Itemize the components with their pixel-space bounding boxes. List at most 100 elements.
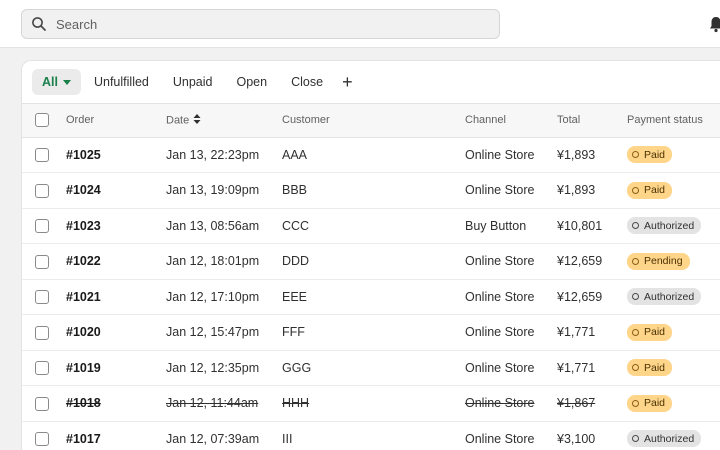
tab-close[interactable]: Close	[291, 75, 324, 89]
status-dot-icon	[632, 399, 639, 407]
row-checkbox[interactable]	[35, 148, 49, 163]
order-date: Jan 12, 12:35pm	[166, 360, 260, 375]
row-checkbox[interactable]	[35, 432, 49, 447]
order-total: ¥12,659	[557, 254, 603, 269]
order-number[interactable]: #1019	[66, 360, 101, 375]
row-checkbox[interactable]	[35, 361, 49, 376]
column-total[interactable]: Total	[557, 114, 581, 127]
caret-down-icon	[62, 79, 71, 85]
table-row[interactable]: #1022 Jan 12, 18:01pm DDD Online Store ¥12,6…	[22, 244, 720, 279]
table-row[interactable]: #1024 Jan 13, 19:09pm BBB Online Store ¥1,89…	[22, 173, 720, 208]
order-number[interactable]: #1024	[66, 183, 101, 198]
payment-status-label: Paid	[644, 361, 666, 374]
table-row[interactable]: #1020 Jan 12, 15:47pm FFF Online Store ¥1,77…	[22, 315, 720, 350]
order-number[interactable]: #1021	[66, 289, 101, 304]
order-total: ¥3,100	[557, 431, 596, 446]
payment-status-badge: Paid	[627, 181, 673, 199]
order-total: ¥1,893	[557, 183, 596, 198]
order-channel: Online Store	[465, 289, 535, 304]
table-row[interactable]: #1019 Jan 12, 12:35pm GGG Online Store ¥1,77…	[22, 350, 720, 386]
order-channel: Buy Button	[465, 218, 527, 233]
order-total: ¥1,771	[557, 325, 596, 340]
order-customer: EEE	[282, 289, 308, 304]
table-row[interactable]: #1021 Jan 12, 17:10pm EEE Online Store ¥12,6…	[22, 279, 720, 315]
select-all-checkbox[interactable]	[35, 113, 49, 128]
payment-status-label: Paid	[644, 397, 666, 410]
order-number[interactable]: #1023	[66, 218, 101, 233]
order-total: ¥1,771	[557, 360, 596, 375]
payment-status-badge: Authorized	[627, 288, 702, 306]
payment-status-badge: Authorized	[627, 430, 702, 448]
order-channel: Online Store	[465, 183, 535, 198]
order-channel: Online Store	[465, 396, 535, 411]
order-channel: Online Store	[465, 431, 535, 446]
row-checkbox[interactable]	[35, 254, 49, 269]
order-date: Jan 12, 15:47pm	[166, 325, 260, 340]
tab-open[interactable]: Open	[236, 75, 268, 89]
order-date: Jan 12, 07:39am	[166, 431, 260, 446]
status-dot-icon	[632, 293, 639, 301]
status-dot-icon	[632, 186, 639, 194]
table-row[interactable]: #1023 Jan 13, 08:56am CCC Buy Button ¥10,801…	[22, 208, 720, 244]
order-number[interactable]: #1018	[66, 396, 101, 411]
order-customer: III	[282, 431, 293, 446]
order-channel: Online Store	[465, 325, 535, 340]
column-payment-status[interactable]: Payment status	[627, 114, 703, 127]
order-number[interactable]: #1025	[66, 147, 101, 162]
tab-label: All	[42, 75, 58, 89]
column-channel[interactable]: Channel	[465, 114, 506, 127]
search-input[interactable]: Search	[56, 16, 98, 32]
payment-status-badge: Pending	[627, 252, 690, 270]
payment-status-badge: Paid	[627, 323, 673, 341]
row-checkbox[interactable]	[35, 183, 49, 198]
order-total: ¥1,893	[557, 147, 596, 162]
order-customer: FFF	[282, 325, 305, 340]
order-customer: DDD	[282, 254, 310, 269]
bell-icon[interactable]	[707, 15, 720, 33]
order-total: ¥1,867	[557, 396, 596, 411]
column-order[interactable]: Order	[66, 114, 95, 127]
payment-status-label: Paid	[644, 148, 666, 161]
payment-status-label: Authorized	[644, 290, 695, 303]
row-checkbox[interactable]	[35, 325, 49, 340]
sort-icon[interactable]	[193, 113, 201, 127]
column-date[interactable]: Date	[166, 104, 282, 137]
row-checkbox[interactable]	[35, 219, 49, 234]
status-dot-icon	[632, 328, 639, 336]
search-icon	[31, 16, 47, 32]
status-dot-icon	[632, 151, 639, 159]
order-number[interactable]: #1022	[66, 254, 101, 269]
row-checkbox[interactable]	[35, 290, 49, 305]
order-date: Jan 13, 08:56am	[166, 218, 260, 233]
order-customer: HHH	[282, 396, 310, 411]
table-header: Order Date Customer Channel Total Paymen…	[22, 104, 720, 137]
add-tab-button[interactable]: +	[342, 71, 353, 92]
payment-status-badge: Paid	[627, 146, 673, 164]
payment-status-label: Paid	[644, 326, 666, 339]
table-row[interactable]: #1025 Jan 13, 22:23pm AAA Online Store ¥1,89…	[22, 137, 720, 173]
payment-status-label: Authorized	[644, 432, 695, 445]
column-date-label: Date	[166, 114, 190, 127]
column-customer[interactable]: Customer	[282, 114, 330, 127]
order-number[interactable]: #1017	[66, 431, 101, 446]
top-bar: Search	[0, 0, 720, 48]
search-bar[interactable]: Search	[21, 9, 500, 39]
status-dot-icon	[632, 435, 639, 443]
order-channel: Online Store	[465, 360, 535, 375]
row-checkbox[interactable]	[35, 396, 49, 411]
status-dot-icon	[632, 364, 639, 372]
table-row[interactable]: #1018 Jan 12, 11:44am HHH Online Store ¥1,86…	[22, 386, 720, 421]
table-row[interactable]: #1017 Jan 12, 07:39am III Online Store ¥3,10…	[22, 421, 720, 450]
payment-status-badge: Authorized	[627, 217, 702, 235]
tab-unpaid[interactable]: Unpaid	[172, 75, 213, 89]
payment-status-label: Pending	[644, 255, 683, 268]
order-date: Jan 12, 11:44am	[166, 396, 259, 411]
orders-card: All Unfulfilled Unpaid Open Close + Orde…	[21, 60, 720, 450]
order-total: ¥10,801	[557, 218, 603, 233]
payment-status-label: Authorized	[644, 219, 695, 232]
tab-all[interactable]: All	[32, 69, 81, 95]
tab-unfulfilled[interactable]: Unfulfilled	[93, 75, 149, 89]
order-date: Jan 12, 18:01pm	[166, 254, 260, 269]
order-number[interactable]: #1020	[66, 325, 101, 340]
order-total: ¥12,659	[557, 289, 603, 304]
